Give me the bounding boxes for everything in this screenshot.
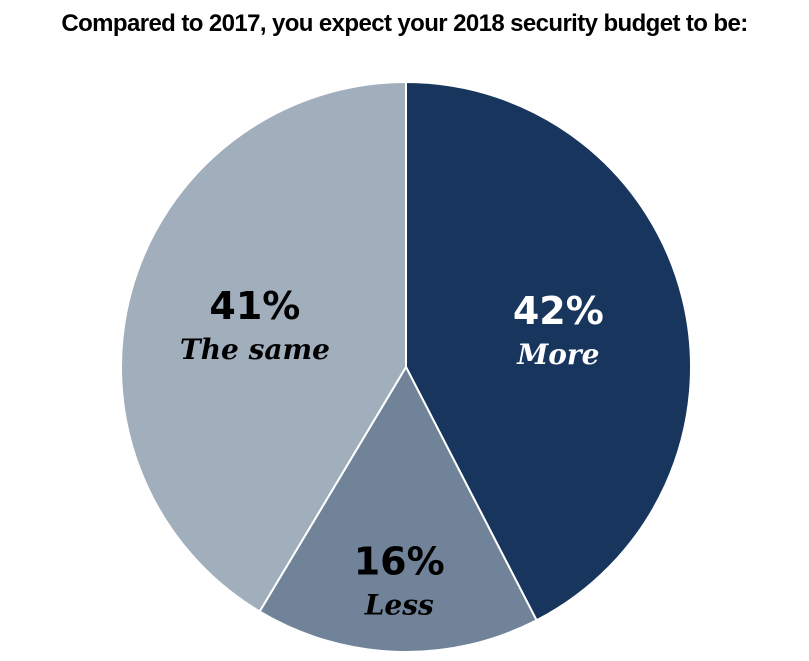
slice-value-label: 41%: [209, 284, 300, 328]
slice-category-label: More: [516, 338, 599, 371]
slice-category-label: Less: [364, 589, 434, 622]
slice-category-label: The same: [180, 333, 330, 366]
slice-value-label: 42%: [513, 289, 604, 333]
pie-slices: [120, 80, 692, 653]
chart-title: Compared to 2017, you expect your 2018 s…: [61, 10, 748, 37]
slice-value-label: 16%: [354, 540, 445, 584]
pie-slice-less: [258, 364, 538, 653]
pie-slice-the-same: [120, 80, 407, 613]
pie-slice-more: [405, 80, 692, 622]
pie-labels: 42% More 16% Less 41% The same: [180, 284, 604, 621]
